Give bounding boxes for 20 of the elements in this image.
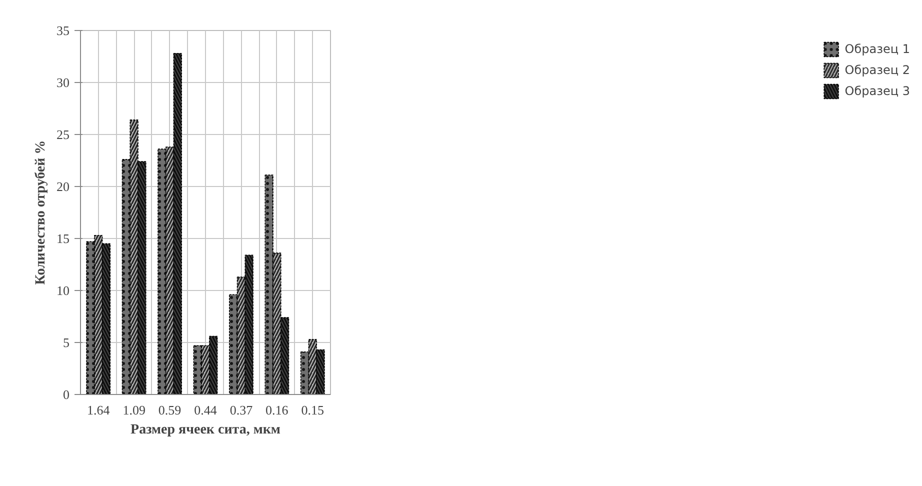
- x-tick-label: 0.37: [230, 402, 254, 418]
- y-tick-label: 25: [56, 127, 70, 142]
- y-tick-label: 10: [56, 283, 70, 298]
- legend-label: Образец 1: [844, 42, 910, 56]
- y-tick-label: 35: [56, 23, 70, 38]
- y-tick-label: 15: [56, 231, 70, 246]
- x-tick-label: 0.15: [301, 402, 324, 418]
- legend-label: Образец 3: [844, 84, 910, 98]
- y-tick-label: 20: [56, 179, 70, 194]
- y-tick-label: 0: [63, 387, 70, 402]
- x-tick-label: 1.09: [122, 402, 146, 418]
- y-tick-label: 30: [56, 75, 70, 90]
- x-tick-label: 0.59: [158, 402, 182, 418]
- x-tick-label: 0.44: [194, 402, 218, 418]
- x-axis-title: Размер ячеек сита, мкм: [130, 422, 281, 438]
- y-axis-title: Количество отрубей %: [34, 140, 48, 285]
- x-tick-label: 1.64: [86, 402, 110, 418]
- legend-label: Образец 2: [844, 63, 910, 77]
- x-tick-label: 0.16: [266, 402, 289, 418]
- y-tick-label: 5: [63, 335, 70, 350]
